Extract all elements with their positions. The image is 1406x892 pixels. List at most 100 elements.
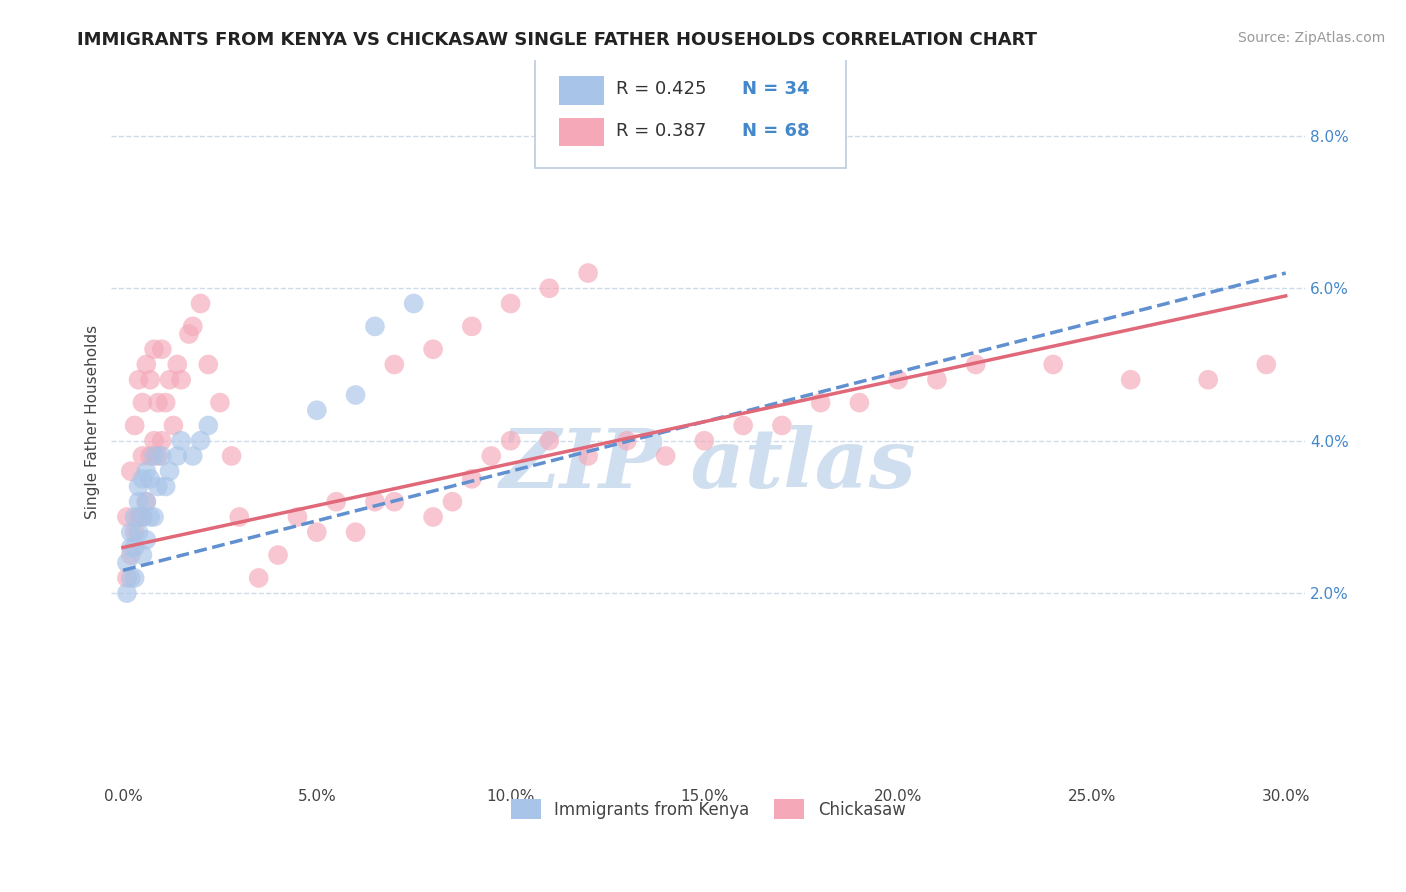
Point	[170, 373, 193, 387]
Point	[733, 418, 755, 433]
Point	[228, 510, 250, 524]
FancyBboxPatch shape	[536, 56, 845, 169]
Text: R = 0.425: R = 0.425	[616, 80, 707, 98]
Point	[124, 541, 146, 555]
Point	[325, 494, 347, 508]
Point	[344, 525, 367, 540]
Point	[810, 395, 832, 409]
Point	[155, 395, 177, 409]
Point	[135, 464, 157, 478]
Point	[887, 373, 910, 387]
Text: N = 68: N = 68	[742, 121, 810, 139]
Point	[159, 373, 181, 387]
Point	[155, 479, 177, 493]
Point	[170, 434, 193, 448]
Point	[128, 479, 150, 493]
Point	[143, 343, 166, 357]
Bar	[560, 118, 605, 146]
Point	[143, 434, 166, 448]
Point	[925, 373, 948, 387]
Point	[162, 418, 184, 433]
Point	[382, 494, 405, 508]
Point	[364, 494, 387, 508]
Point	[139, 373, 162, 387]
Point	[197, 418, 219, 433]
Point	[128, 525, 150, 540]
Point	[616, 434, 638, 448]
Point	[124, 525, 146, 540]
Point	[150, 343, 173, 357]
Point	[115, 586, 138, 600]
Point	[221, 449, 243, 463]
Point	[190, 296, 212, 310]
Text: IMMIGRANTS FROM KENYA VS CHICKASAW SINGLE FATHER HOUSEHOLDS CORRELATION CHART: IMMIGRANTS FROM KENYA VS CHICKASAW SINGL…	[77, 31, 1038, 49]
Point	[422, 343, 444, 357]
Point	[382, 358, 405, 372]
Point	[267, 548, 290, 562]
Point	[143, 510, 166, 524]
Point	[146, 395, 169, 409]
Point	[139, 449, 162, 463]
Point	[120, 548, 142, 562]
Point	[135, 494, 157, 508]
Point	[1256, 358, 1278, 372]
Point	[150, 449, 173, 463]
Point	[576, 449, 599, 463]
Point	[124, 418, 146, 433]
Point	[197, 358, 219, 372]
Text: R = 0.387: R = 0.387	[616, 121, 707, 139]
Point	[146, 479, 169, 493]
Point	[166, 358, 188, 372]
Point	[150, 434, 173, 448]
Point	[146, 449, 169, 463]
Point	[770, 418, 793, 433]
Point	[131, 395, 153, 409]
Text: ZIP atlas: ZIP atlas	[501, 425, 917, 505]
Point	[190, 434, 212, 448]
Point	[479, 449, 502, 463]
Point	[120, 571, 142, 585]
Point	[139, 472, 162, 486]
Point	[128, 510, 150, 524]
Point	[499, 296, 522, 310]
Point	[135, 358, 157, 372]
Point	[208, 395, 231, 409]
Point	[159, 464, 181, 478]
Point	[166, 449, 188, 463]
Point	[538, 281, 561, 295]
Point	[654, 449, 676, 463]
Point	[247, 571, 270, 585]
Point	[128, 494, 150, 508]
Point	[402, 296, 425, 310]
Point	[576, 266, 599, 280]
Point	[135, 494, 157, 508]
Point	[422, 510, 444, 524]
Point	[344, 388, 367, 402]
Point	[131, 510, 153, 524]
Point	[181, 449, 204, 463]
Point	[139, 510, 162, 524]
Point	[177, 326, 200, 341]
Point	[287, 510, 309, 524]
Point	[461, 472, 484, 486]
Point	[131, 548, 153, 562]
Point	[115, 571, 138, 585]
Point	[1197, 373, 1219, 387]
Point	[128, 373, 150, 387]
Point	[115, 510, 138, 524]
Text: Source: ZipAtlas.com: Source: ZipAtlas.com	[1237, 31, 1385, 45]
Point	[120, 464, 142, 478]
Point	[538, 434, 561, 448]
Point	[115, 556, 138, 570]
Point	[135, 533, 157, 547]
Point	[693, 434, 716, 448]
Point	[848, 395, 870, 409]
Point	[305, 525, 328, 540]
Point	[364, 319, 387, 334]
Point	[181, 319, 204, 334]
Point	[965, 358, 987, 372]
Point	[305, 403, 328, 417]
Bar	[560, 76, 605, 105]
Point	[124, 510, 146, 524]
Point	[1042, 358, 1064, 372]
